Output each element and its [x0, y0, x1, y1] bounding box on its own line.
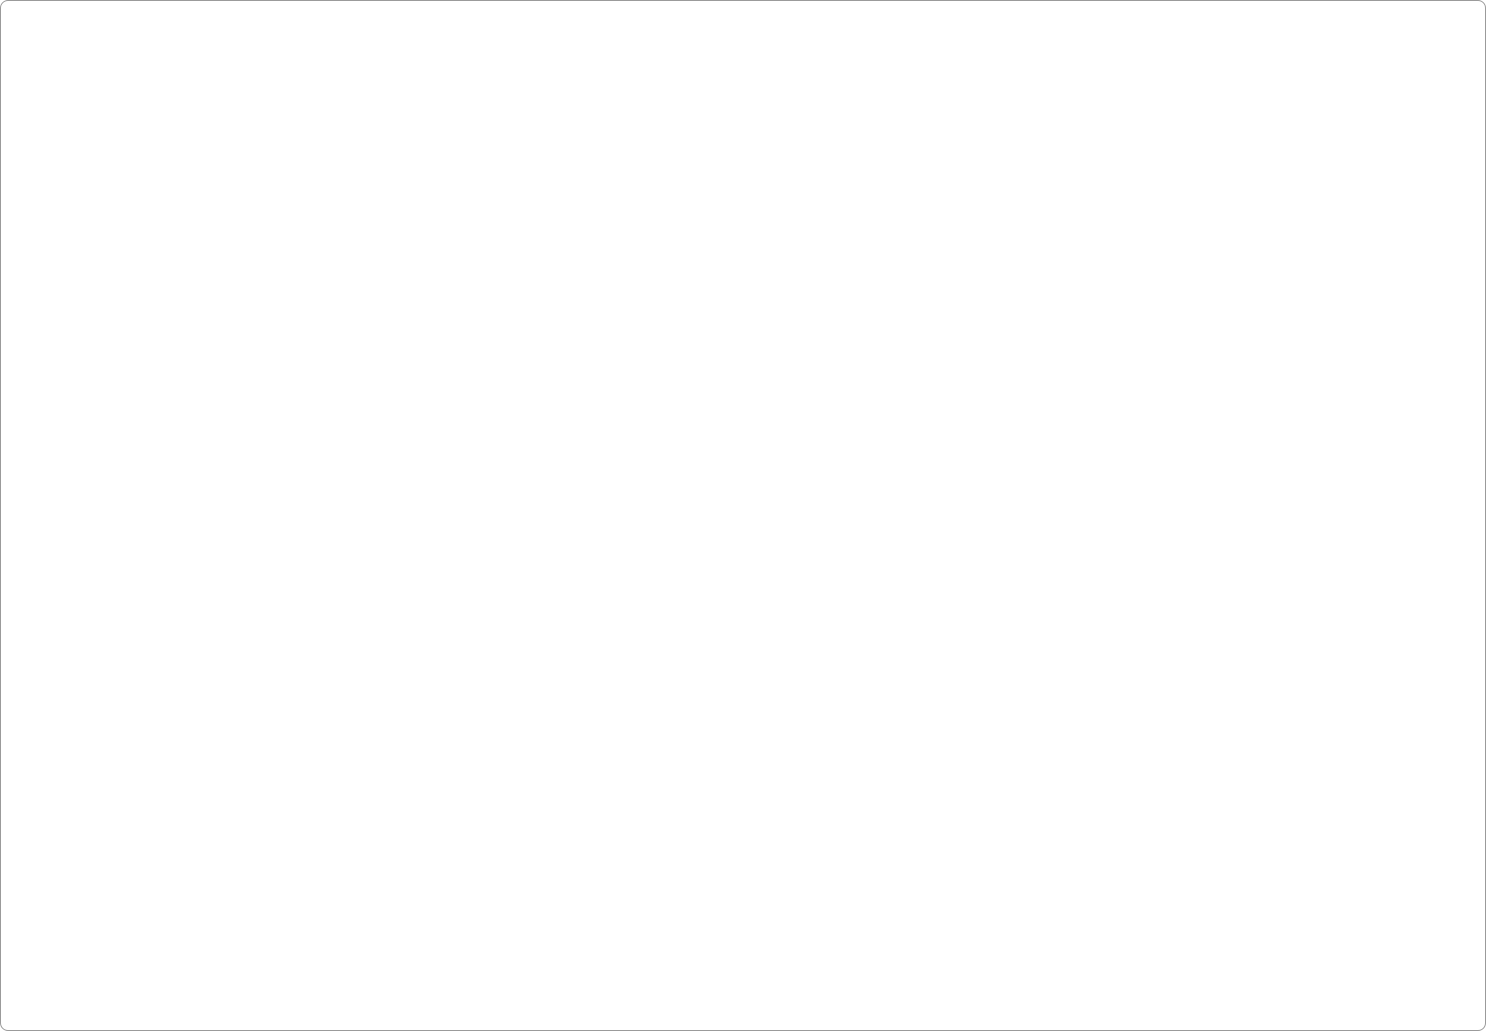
legend	[1337, 432, 1374, 595]
legend-item-spread	[1337, 482, 1374, 495]
legend-item-open-interest	[1337, 432, 1374, 445]
legend-item-gd-noncomm	[1337, 557, 1374, 570]
legend-item-linear-noncomm	[1337, 532, 1374, 545]
legend-item-noncomm	[1337, 457, 1374, 470]
legend-item-eur-linear	[1337, 582, 1374, 595]
legend-item-eur-kurs	[1337, 507, 1374, 520]
